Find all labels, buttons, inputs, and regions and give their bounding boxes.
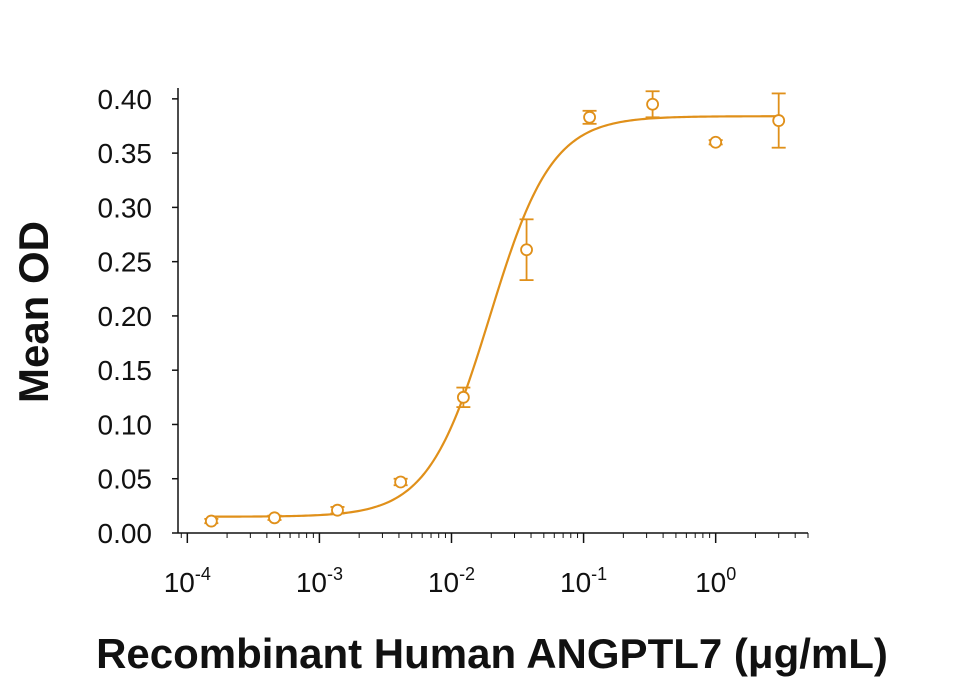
data-point: [709, 135, 723, 149]
data-point: [520, 243, 533, 257]
y-tick-label: 0.30: [98, 192, 153, 223]
fit-curve: [211, 115, 779, 518]
y-tick-label: 0.00: [98, 518, 153, 549]
y-tick-label: 0.05: [98, 464, 153, 495]
data-point: [772, 114, 786, 127]
y-tick-label: 0.40: [98, 84, 153, 115]
y-tick-label: 0.15: [98, 355, 153, 386]
x-tick-label: 10-2: [428, 564, 475, 598]
y-tick-label: 0.20: [98, 301, 153, 332]
x-axis: 10-4 10-3 10-2 10-1 100: [164, 532, 809, 598]
y-tick-label: 0.25: [98, 247, 153, 278]
data-points: [204, 90, 786, 528]
data-point: [456, 390, 470, 404]
data-point: [583, 110, 596, 124]
x-tick-label: 10-3: [296, 564, 343, 598]
data-point: [331, 503, 344, 517]
data-point: [204, 514, 218, 528]
data-point: [646, 97, 659, 111]
x-tick-label: 10-1: [560, 564, 607, 598]
y-tick-label: 0.10: [98, 409, 153, 440]
y-axis: 0.00 0.05 0.10 0.15 0.20 0.25 0.30 0.35 0.40: [98, 84, 179, 549]
data-point: [394, 475, 408, 489]
x-tick-label: 100: [695, 564, 736, 598]
y-axis-title: Mean OD: [10, 221, 57, 403]
x-tick-label: 10-4: [164, 564, 211, 598]
x-axis-title: Recombinant Human ANGPTL7 (μg/mL): [96, 630, 888, 677]
data-point: [268, 511, 281, 525]
y-tick-label: 0.35: [98, 138, 153, 169]
